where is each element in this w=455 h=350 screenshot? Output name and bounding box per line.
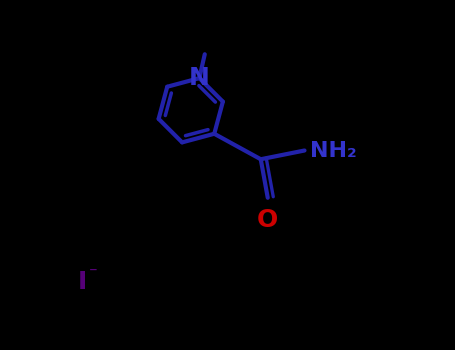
Text: I: I	[78, 270, 87, 294]
Text: NH₂: NH₂	[310, 140, 357, 161]
Text: N: N	[189, 66, 210, 90]
Text: O: O	[257, 208, 278, 232]
Text: ⁻: ⁻	[89, 264, 98, 282]
